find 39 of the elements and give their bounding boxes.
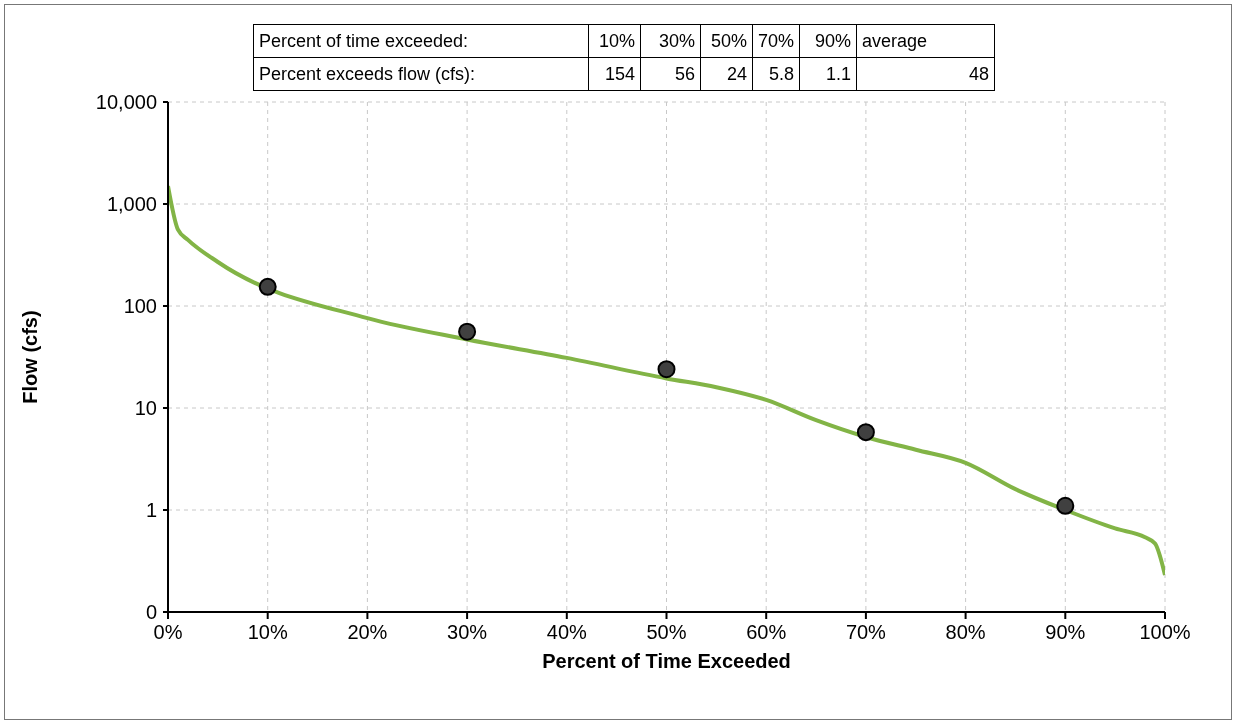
x-tick-label: 70%: [845, 621, 887, 644]
x-tick-label: 40%: [546, 621, 588, 644]
text: 5.8: [752, 57, 800, 91]
point: [258, 277, 277, 296]
line-series: [168, 184, 1165, 578]
text: 154: [588, 57, 641, 91]
point: [856, 423, 875, 442]
x-tick-label: 90%: [1045, 621, 1086, 644]
text: 50%: [700, 24, 753, 58]
text: 56: [640, 57, 701, 91]
x-tick-label: 80%: [945, 621, 986, 644]
y-tick-label: 10,000: [95, 91, 157, 114]
text: 24: [700, 57, 753, 91]
text: Percent exceeds flow (cfs):: [253, 57, 589, 91]
y-axis-title: Flow (cfs): [19, 310, 42, 404]
text: 70%: [752, 24, 800, 58]
x-tick-label: 0%: [153, 621, 183, 644]
y-tick-label: 100: [123, 295, 157, 318]
text: 1.1: [799, 57, 857, 91]
text: 30%: [640, 24, 701, 58]
point: [657, 360, 676, 379]
point: [458, 322, 477, 341]
text: Percent of time exceeded:: [253, 24, 589, 58]
y-tick-label: 0: [145, 601, 157, 624]
y-tick-label: 10: [134, 397, 157, 420]
point: [1056, 496, 1075, 515]
x-tick-label: 100%: [1139, 621, 1191, 644]
x-tick-label: 20%: [347, 621, 388, 644]
text: 10%: [588, 24, 641, 58]
text: 90%: [799, 24, 857, 58]
x-tick-label: 10%: [247, 621, 288, 644]
x-tick-label: 30%: [447, 621, 488, 644]
x-tick-label: 60%: [746, 621, 787, 644]
text: 48: [856, 57, 995, 91]
y-tick-label: 1: [145, 499, 157, 522]
y-tick-label: 1,000: [106, 193, 157, 216]
text: average: [856, 24, 995, 58]
x-axis-title: Percent of Time Exceeded: [542, 650, 791, 673]
x-tick-label: 50%: [646, 621, 687, 644]
